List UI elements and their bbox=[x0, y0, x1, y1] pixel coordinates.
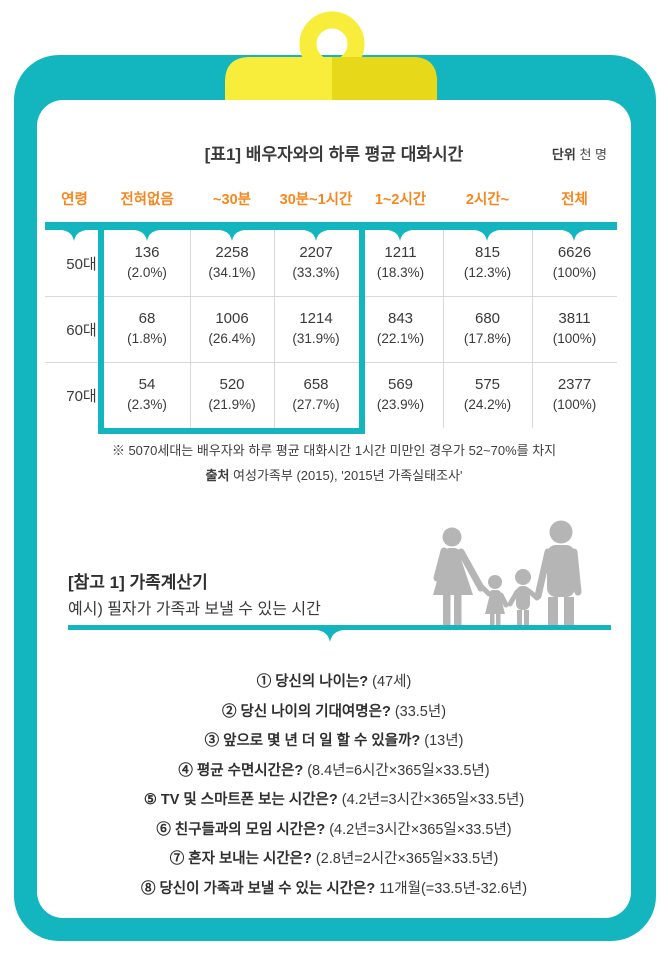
table-footnote-block: ※ 5070세대는 배우자와 하루 평균 대화시간 1시간 미만인 경우가 52… bbox=[37, 438, 631, 488]
column-pointer-icon bbox=[562, 230, 586, 241]
calculator-answer: (8.4년=6시간×365일×33.5년) bbox=[307, 762, 490, 779]
calculator-item-6: ⑥ 친구들과의 모임 시간은? (4.2년=3시간×365일×33.5년) bbox=[37, 814, 631, 844]
divider-pointer-icon bbox=[317, 630, 343, 642]
table-cell: 658 (27.7%) bbox=[292, 376, 340, 412]
col-header-2hr-plus: 2시간~ bbox=[465, 192, 510, 208]
table-header-row: 연령 전혀없음 ~30분 30분~1시간 1~2시간 2시간~ 전체 bbox=[45, 188, 617, 209]
calculator-answer: (4.2년=3시간×365일×33.5년) bbox=[341, 792, 525, 809]
calculator-answer: (2.8년=2시간×365일×33.5년) bbox=[315, 851, 499, 868]
table-cell: 2207 (33.3%) bbox=[292, 244, 340, 280]
col-header-none: 전혀없음 bbox=[120, 192, 174, 208]
column-divider bbox=[190, 230, 191, 428]
calculator-item-1: ① 당신의 나이는? (47세) bbox=[37, 666, 631, 696]
col-header-1-2hr: 1~2시간 bbox=[374, 192, 427, 208]
calculator-question: ⑦ 혼자 보내는 시간은? bbox=[169, 851, 312, 868]
column-pointer-icon bbox=[388, 230, 412, 241]
table-cell: 6626 (100%) bbox=[552, 244, 597, 280]
row-header-60s: 60대 bbox=[66, 321, 97, 339]
calculator-item-7: ⑦ 혼자 보내는 시간은? (2.8년=2시간×365일×33.5년) bbox=[37, 843, 631, 873]
table-cell: 2377 (100%) bbox=[552, 376, 597, 412]
row-divider bbox=[45, 296, 617, 297]
conversation-time-table: 50대 136 (2.0%) 2258 (34.1%) 2207 (33.3%) 12… bbox=[45, 222, 617, 436]
calculator-question: ③ 앞으로 몇 년 더 일 할 수 있을까? bbox=[204, 733, 421, 750]
calculator-answer: (13년) bbox=[424, 733, 464, 750]
unit-label: 단위 천 명 bbox=[551, 147, 607, 162]
calculator-item-4: ④ 평균 수면시간은? (8.4년=6시간×365일×33.5년) bbox=[37, 755, 631, 785]
column-pointer-icon bbox=[220, 230, 244, 241]
calculator-question: ⑥ 친구들과의 모임 시간은? bbox=[156, 821, 326, 838]
column-divider bbox=[274, 230, 275, 428]
calculator-item-5: ⑤ TV 및 스마트폰 보는 시간은? (4.2년=3시간×365일×33.5년) bbox=[37, 784, 631, 814]
calculator-item-8: ⑧ 당신이 가족과 보낼 수 있는 시간은? 11개월(=33.5년-32.6년) bbox=[37, 873, 631, 903]
table-cell: 815 (12.3%) bbox=[463, 244, 512, 280]
row-header-50s: 50대 bbox=[66, 255, 97, 273]
calculator-item-2: ② 당신 나이의 기대여명은? (33.5년) bbox=[37, 696, 631, 726]
column-pointer-icon bbox=[135, 230, 159, 241]
table-footnote: ※ 5070세대는 배우자와 하루 평균 대화시간 1시간 미만인 경우가 52… bbox=[111, 443, 557, 458]
family-calculator-list: ① 당신의 나이는? (47세) ② 당신 나이의 기대여명은? (33.5년) ③… bbox=[37, 666, 631, 902]
section-divider bbox=[68, 625, 611, 630]
column-divider bbox=[532, 230, 533, 428]
calculator-answer: (47세) bbox=[372, 674, 412, 691]
reference-heading: [참고 1] 가족계산기 bbox=[68, 573, 208, 592]
row-header-70s: 70대 bbox=[66, 387, 97, 405]
table-cell: 1214 (31.9%) bbox=[292, 310, 340, 346]
table-cell: 1006 (26.4%) bbox=[208, 310, 256, 346]
table-title: [표1] 배우자와의 하루 평균 대화시간 bbox=[204, 145, 464, 164]
table-cell: 843 (22.1%) bbox=[376, 310, 425, 346]
col-header-30min-1hr: 30분~1시간 bbox=[279, 192, 353, 208]
table-cell: 3811 (100%) bbox=[552, 310, 597, 346]
paper-panel: [표1] 배우자와의 하루 평균 대화시간 단위 천 명 연령 전혀없음 ~30… bbox=[37, 100, 631, 918]
clipboard-clip-icon bbox=[225, 11, 437, 106]
table-cell: 68 (1.8%) bbox=[127, 310, 167, 346]
table-cell: 2258 (34.1%) bbox=[208, 244, 256, 280]
col-header-30min: ~30분 bbox=[213, 192, 251, 208]
column-pointer-icon bbox=[475, 230, 499, 241]
calculator-question: ④ 평균 수면시간은? bbox=[178, 762, 304, 779]
column-pointer-icon bbox=[304, 230, 328, 241]
calculator-question: ⑧ 당신이 가족과 보낼 수 있는 시간은? bbox=[140, 880, 376, 897]
table-cell: 569 (23.9%) bbox=[376, 376, 425, 412]
reference-subtitle: 예시) 필자가 가족과 보낼 수 있는 시간 bbox=[68, 601, 321, 618]
table-cell: 520 (21.9%) bbox=[208, 376, 256, 412]
table-cell: 136 (2.0%) bbox=[127, 244, 167, 280]
col-header-total: 전체 bbox=[561, 192, 588, 208]
row-divider bbox=[45, 362, 617, 363]
calculator-answer: (4.2년=3시간×365일×33.5년) bbox=[329, 821, 512, 838]
family-icon bbox=[433, 520, 582, 627]
calculator-answer: (33.5년) bbox=[394, 703, 447, 720]
table-body: 50대 136 (2.0%) 2258 (34.1%) 2207 (33.3%) 12… bbox=[45, 230, 617, 428]
table-source: 출처 여성가족부 (2015), '2015년 가족실태조사' bbox=[205, 468, 463, 483]
calculator-item-3: ③ 앞으로 몇 년 더 일 할 수 있을까? (13년) bbox=[37, 725, 631, 755]
col-header-age: 연령 bbox=[61, 192, 88, 208]
table-cell: 575 (24.2%) bbox=[463, 376, 512, 412]
table-cell: 1211 (18.3%) bbox=[376, 244, 425, 280]
table-top-bar bbox=[45, 222, 617, 230]
column-pointer-icon bbox=[62, 230, 86, 241]
table-cell: 680 (17.8%) bbox=[463, 310, 512, 346]
calculator-answer: 11개월(=33.5년-32.6년) bbox=[379, 880, 528, 897]
column-divider bbox=[443, 230, 444, 428]
calculator-question: ① 당신의 나이는? bbox=[256, 674, 369, 691]
calculator-question: ⑤ TV 및 스마트폰 보는 시간은? bbox=[143, 792, 338, 809]
table-cell: 54 (2.3%) bbox=[127, 376, 167, 412]
calculator-question: ② 당신 나이의 기대여명은? bbox=[221, 703, 391, 720]
